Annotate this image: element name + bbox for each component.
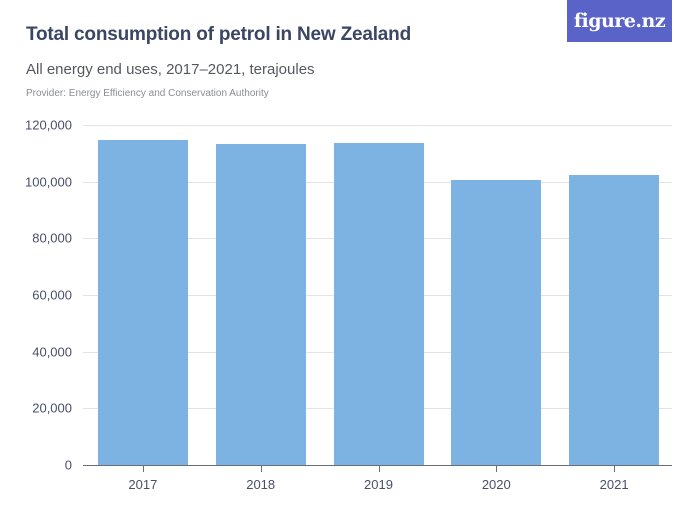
x-tick [378, 466, 380, 472]
y-tick-label: 120,000 [25, 117, 72, 133]
bar-2020[interactable] [451, 179, 542, 465]
x-axis-line [83, 465, 672, 466]
y-tick-label: 60,000 [32, 287, 72, 303]
x-tick-label: 2020 [481, 477, 511, 492]
data-provider: Provider: Energy Efficiency and Conserva… [26, 88, 269, 99]
y-tick-label: 100,000 [25, 174, 72, 190]
chart-title: Total consumption of petrol in New Zeala… [26, 24, 411, 45]
x-tick [614, 466, 616, 472]
x-tick [260, 466, 262, 472]
x-tick-label: 2018 [246, 477, 276, 492]
x-tick [496, 466, 498, 472]
y-tick-label: 40,000 [32, 344, 72, 360]
bar-2018[interactable] [215, 143, 306, 465]
y-tick-label: 80,000 [32, 230, 72, 246]
chart-subtitle: All energy end uses, 2017–2021, terajoul… [26, 61, 315, 78]
bar-2017[interactable] [97, 140, 188, 465]
bar-2021[interactable] [569, 175, 660, 465]
x-tick-label: 2019 [364, 477, 393, 492]
x-tick-label: 2021 [599, 477, 629, 492]
x-tick-label: 2017 [128, 477, 158, 492]
x-tick [142, 466, 144, 472]
bar-2019[interactable] [333, 143, 424, 465]
y-tick-label: 20,000 [32, 400, 72, 416]
gridline [83, 125, 672, 126]
y-tick-label: 0 [64, 457, 72, 473]
figure-nz-logo[interactable]: figure.nz [567, 0, 672, 42]
